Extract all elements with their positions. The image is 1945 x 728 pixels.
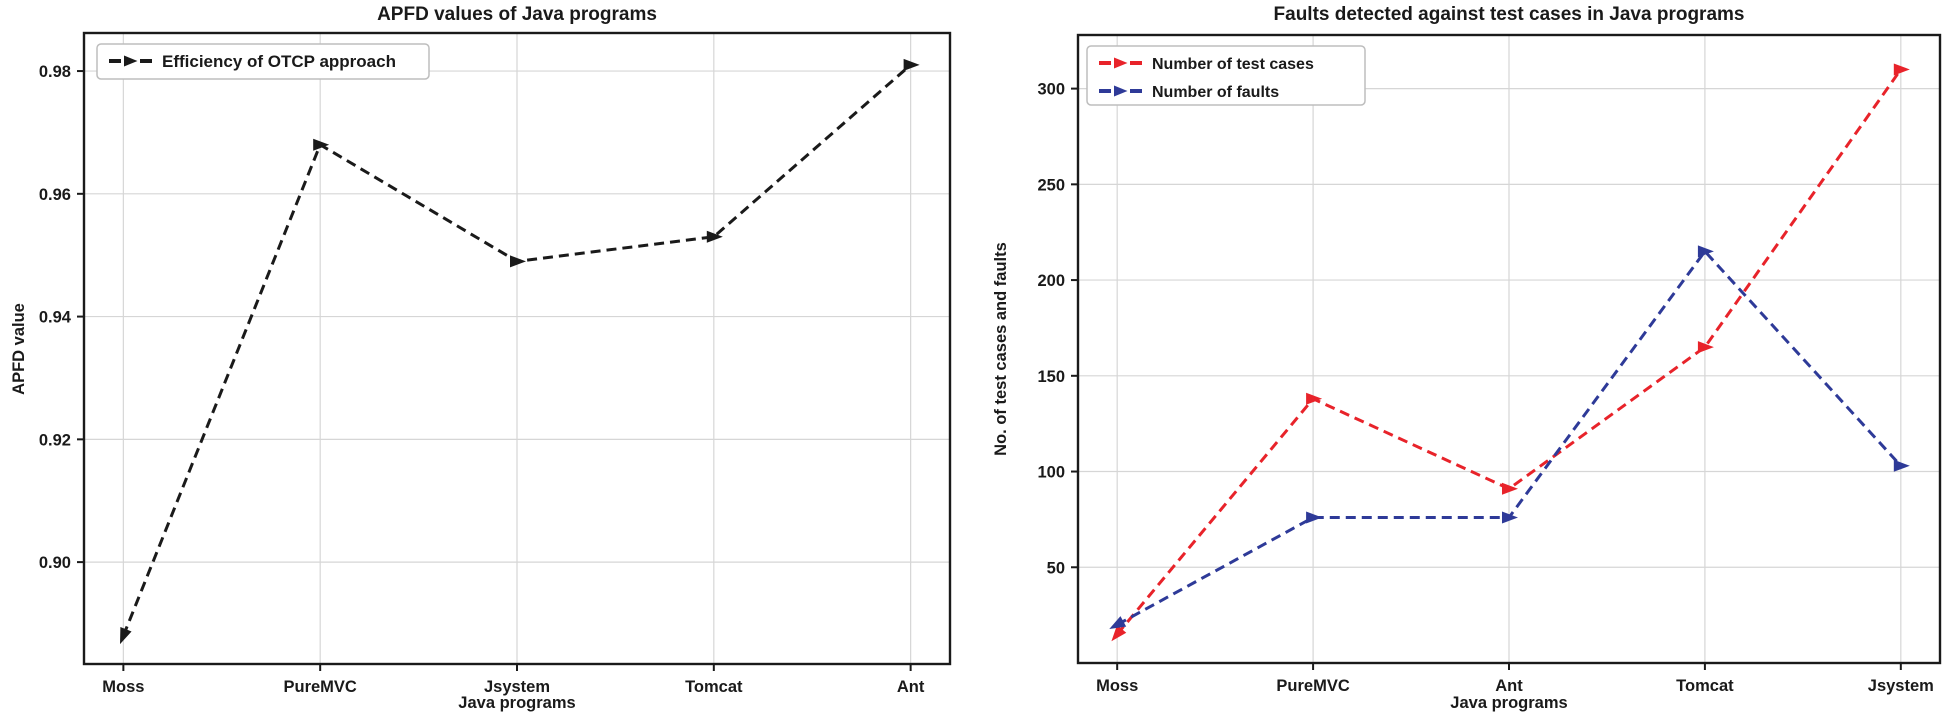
- y-tick-label: 0.90: [39, 554, 71, 572]
- legend-marker: [124, 55, 138, 67]
- y-tick-label: 100: [1037, 464, 1065, 482]
- x-tick-label: Ant: [897, 678, 925, 696]
- x-tick-label: Ant: [1495, 677, 1523, 695]
- legend-label: Efficiency of OTCP approach: [162, 52, 396, 71]
- y-tick-label: 250: [1037, 176, 1065, 194]
- y-tick-label: 150: [1037, 368, 1065, 386]
- legend-marker: [1114, 57, 1128, 69]
- chart-title: Faults detected against test cases in Ja…: [1274, 4, 1745, 25]
- data-point-marker: [1306, 392, 1323, 405]
- data-point-marker: [1111, 625, 1127, 642]
- chart-0: 0.90 0.92 0.94 0.96 0.98 Moss PureMVC Jsystem To…: [10, 4, 952, 712]
- data-point-marker: [510, 255, 526, 268]
- x-tick-label: Moss: [102, 678, 144, 696]
- x-tick-label: Jsystem: [484, 678, 550, 696]
- x-axis-label: Java programs: [458, 694, 575, 712]
- data-point-marker: [1893, 63, 1910, 76]
- legend-label: Number of faults: [1152, 84, 1279, 101]
- legend-label: Number of test cases: [1152, 56, 1314, 73]
- x-tick-label: Tomcat: [1676, 677, 1734, 695]
- data-point-marker: [1697, 245, 1714, 258]
- y-tick-label: 300: [1037, 81, 1065, 99]
- data-point-marker: [313, 138, 330, 151]
- legend-entry: Efficiency of OTCP approach: [109, 52, 396, 71]
- data-point-marker: [1109, 616, 1127, 630]
- y-tick-label: 50: [1047, 559, 1065, 577]
- legend-box: [1086, 45, 1366, 106]
- data-point-marker: [1697, 341, 1714, 354]
- data-point-marker: [706, 230, 723, 243]
- y-axis-label: APFD value: [10, 303, 28, 395]
- data-point-marker: [1502, 482, 1518, 495]
- y-tick-label: 0.98: [39, 63, 71, 81]
- chart-title: APFD values of Java programs: [377, 4, 657, 25]
- y-tick-label: 0.96: [39, 186, 71, 204]
- x-tick-label: Moss: [1096, 677, 1138, 695]
- chart-1: 50 100 150 200 250 300 Moss PureMVC Ant Tomcat Jsy…: [992, 4, 1942, 712]
- data-point-marker: [903, 58, 920, 71]
- data-point-marker: [120, 627, 132, 645]
- x-tick-label: Tomcat: [685, 678, 743, 696]
- x-tick-label: PureMVC: [1276, 677, 1349, 695]
- data-point-marker: [1306, 511, 1323, 524]
- legend-marker: [1114, 85, 1128, 97]
- y-axis-label: No. of test cases and faults: [992, 242, 1010, 456]
- legend-entry: Number of faults: [1099, 84, 1279, 101]
- legend-entry: Number of test cases: [1099, 56, 1314, 73]
- y-tick-label: 0.94: [39, 309, 72, 327]
- x-axis-label: Java programs: [1450, 694, 1567, 712]
- data-point-marker: [1893, 459, 1910, 472]
- y-tick-label: 200: [1037, 272, 1065, 290]
- data-point-marker: [1502, 511, 1518, 524]
- y-tick-label: 0.92: [39, 431, 71, 449]
- x-tick-label: Jsystem: [1868, 677, 1934, 695]
- x-tick-label: PureMVC: [284, 678, 357, 696]
- legend-box: [96, 43, 430, 80]
- grid: [84, 33, 950, 664]
- grid: [1078, 35, 1940, 663]
